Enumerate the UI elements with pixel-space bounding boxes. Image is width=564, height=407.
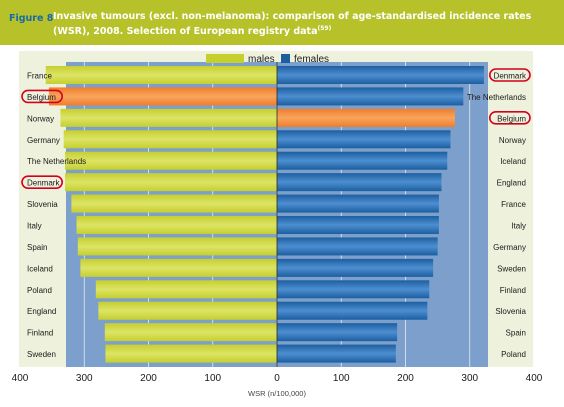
category-label-males: Belgium [27, 93, 56, 102]
category-label-males: Sweden [27, 350, 56, 359]
category-label-males: Spain [27, 243, 47, 252]
category-label-males: The Netherlands [27, 157, 86, 166]
bar-females-poland [277, 344, 396, 363]
category-label-males: Italy [27, 222, 42, 231]
legend: males females [206, 54, 329, 65]
legend-swatch-females [281, 54, 290, 63]
title-reference: (59) [317, 25, 332, 32]
bar-females-sweden [277, 258, 434, 277]
legend-label-males: males [248, 54, 275, 65]
category-label-females: Sweden [497, 264, 526, 273]
category-label-females: Iceland [500, 157, 526, 166]
category-label-females: Norway [499, 136, 526, 145]
legend-swatch-males [206, 54, 244, 63]
category-label-females: Belgium [497, 114, 526, 123]
annotation-circle [21, 175, 64, 189]
category-label-females: England [497, 179, 526, 188]
figure-header: Figure 8 Invasive tumours (excl. non-mel… [0, 0, 564, 45]
x-tick-label: 100 [333, 373, 350, 384]
x-tick-label: 400 [526, 373, 543, 384]
bar-females-iceland [277, 151, 448, 170]
x-tick-label: 300 [76, 373, 93, 384]
bar-males-belgium [48, 87, 277, 106]
bar-males-sweden [105, 344, 277, 363]
x-tick-label: 200 [140, 373, 157, 384]
category-label-males: Denmark [27, 179, 60, 188]
bar-males-poland [95, 280, 277, 299]
figure-label: Figure 8 [9, 13, 54, 24]
bar-females-england [277, 173, 442, 192]
x-tick-label: 0 [274, 373, 280, 384]
x-tick-label: 300 [461, 373, 478, 384]
category-label-females: Germany [493, 243, 526, 252]
chart-title-text: Invasive tumours (excl. non-melanoma): c… [53, 11, 532, 38]
bar-females-italy [277, 216, 439, 235]
category-label-males: Iceland [27, 264, 53, 273]
annotation-circle [488, 68, 531, 82]
annotation-circle [21, 89, 64, 104]
category-label-females: Italy [511, 222, 526, 231]
bar-males-the-netherlands [64, 151, 277, 170]
bar-males-spain [77, 237, 277, 256]
bar-males-norway [60, 108, 277, 127]
category-label-males: Finland [27, 329, 53, 338]
bar-males-italy [76, 216, 277, 235]
category-label-males: Slovenia [27, 200, 58, 209]
bar-males-denmark [64, 173, 277, 192]
bar-males-iceland [80, 258, 278, 277]
bar-males-slovenia [71, 194, 278, 213]
category-label-females: The Netherlands [467, 93, 526, 102]
category-label-females: Denmark [494, 72, 527, 81]
bar-females-denmark [277, 66, 484, 84]
category-label-females: Slovenia [495, 307, 526, 316]
legend-label-females: females [294, 54, 329, 65]
category-label-males: Norway [27, 114, 54, 123]
annotation-circle [488, 111, 531, 125]
bar-females-slovenia [277, 301, 428, 320]
category-label-males: England [27, 307, 56, 316]
category-label-females: Finland [500, 286, 526, 295]
bar-males-france [45, 66, 278, 84]
category-label-females: France [501, 200, 526, 209]
bar-males-germany [63, 130, 277, 149]
category-label-females: Poland [501, 350, 526, 359]
bar-males-england [98, 301, 277, 320]
bar-females-norway [277, 130, 451, 149]
category-label-males: Germany [27, 136, 60, 145]
bar-females-finland [277, 280, 430, 299]
category-label-females: Spain [506, 329, 526, 338]
bar-females-the-netherlands [277, 87, 464, 106]
x-tick-label: 400 [12, 373, 29, 384]
bar-males-finland [104, 323, 277, 342]
bar-females-france [277, 194, 439, 213]
x-axis-label: WSR (n/100,000) [248, 389, 306, 398]
x-tick-label: 100 [204, 373, 221, 384]
category-label-males: Poland [27, 286, 52, 295]
chart-title: Invasive tumours (excl. non-melanoma): c… [53, 11, 553, 38]
bar-females-spain [277, 323, 398, 342]
category-label-males: France [27, 72, 52, 81]
x-tick-label: 200 [397, 373, 414, 384]
bar-females-germany [277, 237, 438, 256]
bar-females-belgium [277, 108, 455, 127]
